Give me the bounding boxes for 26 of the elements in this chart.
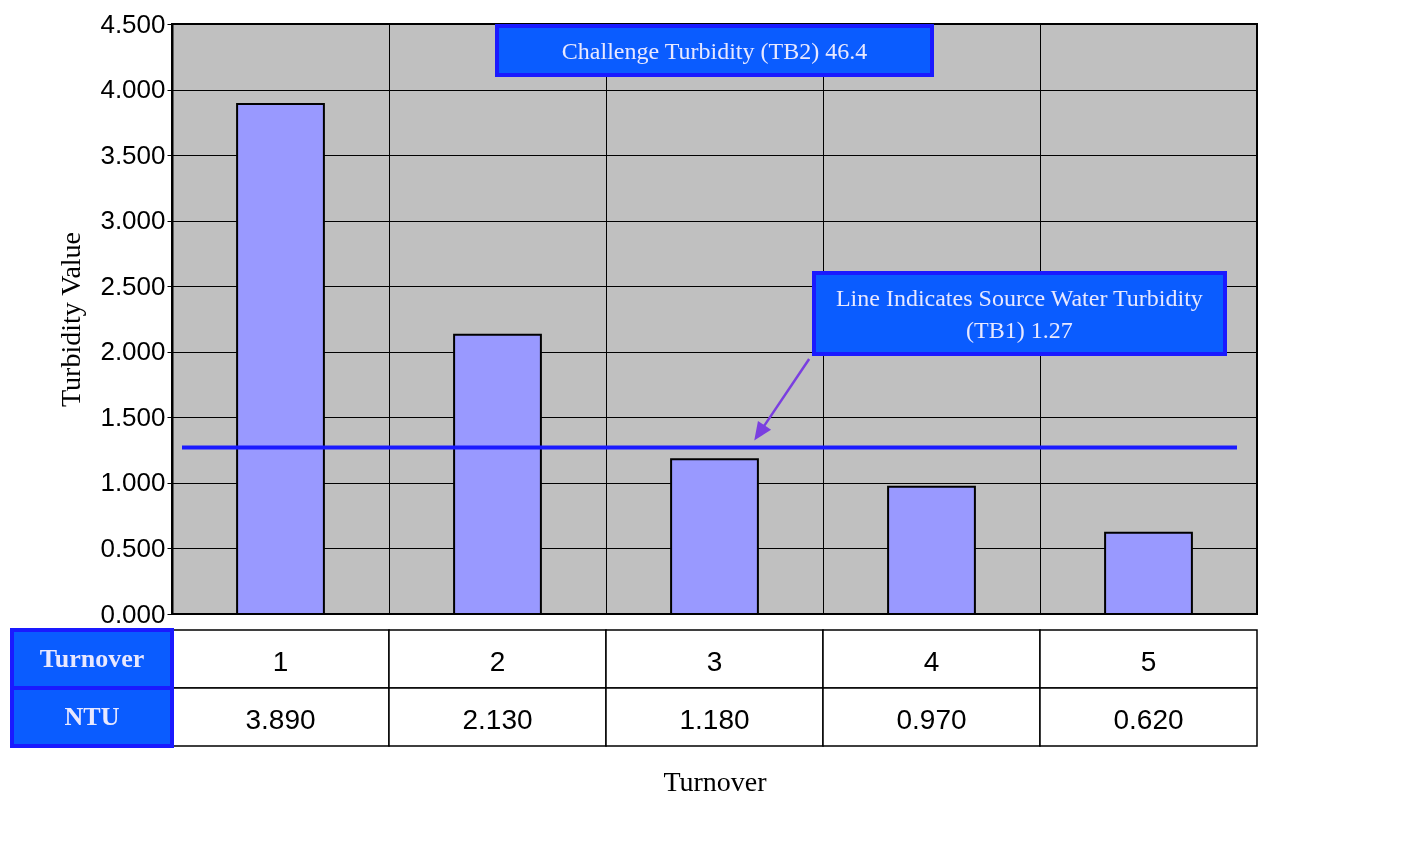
y-tick-label: 4.500 (100, 8, 166, 39)
y-tick-label: 3.000 (100, 205, 166, 236)
data-label: 2.130 (462, 704, 533, 735)
y-tick-label: 4.000 (100, 74, 166, 105)
y-tick-label: 2.500 (100, 270, 166, 301)
text: Turnover (39, 644, 145, 673)
y-tick-label: 0.500 (100, 532, 166, 563)
data-label: 3.890 (245, 704, 316, 735)
x-tick-label: 1 (272, 646, 289, 677)
y-axis-title: Turbidity Value (55, 231, 87, 408)
x-tick-label: 3 (706, 646, 723, 677)
text: NTU (64, 702, 120, 731)
text-box: Challenge Turbidity (TB2) 46.4 (495, 24, 934, 78)
data-label: 0.970 (896, 704, 967, 735)
data-label: 1.180 (679, 704, 750, 735)
y-tick-label: 1.000 (100, 467, 166, 498)
y-tick-label: 3.500 (100, 139, 166, 170)
y-tick-label: 0.000 (100, 598, 166, 629)
text-box: Line Indicates Source Water Turbidity (TB1) 1.27 (812, 271, 1227, 357)
y-tick-label: 1.500 (100, 401, 166, 432)
x-axis-title: Turnover (663, 765, 768, 797)
x-tick-label: 2 (489, 646, 506, 677)
y-tick-label: 2.000 (100, 336, 166, 367)
x-tick-label: 5 (1140, 646, 1157, 677)
x-tick-label: 4 (923, 646, 940, 677)
data-label: 0.620 (1113, 704, 1184, 735)
